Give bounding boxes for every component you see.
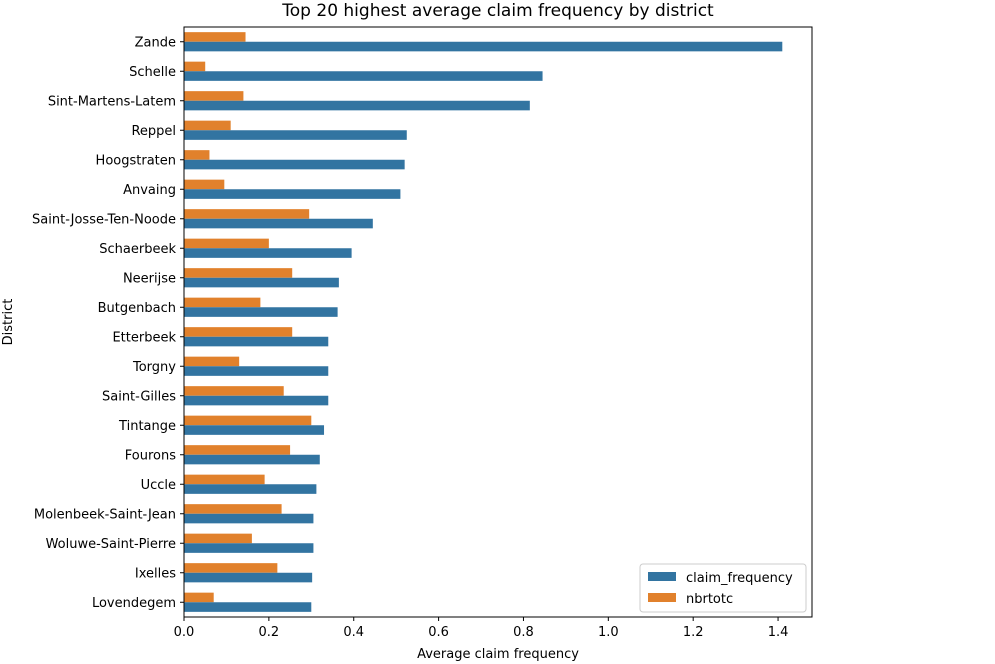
x-tick-label: 1.0 bbox=[598, 625, 619, 640]
plot-frame bbox=[183, 26, 813, 618]
x-tick-label: 0.8 bbox=[513, 625, 534, 640]
bar-claim-frequency-molenbeek-saint-jean bbox=[184, 513, 314, 524]
bar-nbrtotc-torgny bbox=[184, 356, 240, 367]
bar-nbrtotc-saint-gilles bbox=[184, 386, 284, 396]
y-tick-label: Woluwe-Saint-Pierre bbox=[46, 537, 176, 552]
bar-nbrtotc-ixelles bbox=[184, 563, 278, 573]
bar-claim-frequency-fourons bbox=[184, 454, 320, 465]
bar-nbrtotc-schaerbeek bbox=[184, 238, 269, 249]
bar-claim-frequency-uccle bbox=[184, 484, 317, 494]
legend-swatch-nbrtotc bbox=[648, 593, 676, 602]
legend: claim_frequency nbrtotc bbox=[639, 563, 807, 613]
bar-claim-frequency-schelle bbox=[184, 71, 543, 81]
y-tick-label: Neerijse bbox=[123, 271, 176, 286]
y-axis: Zande Schelle Sint-Martens-Latem Reppel Hoog… bbox=[32, 35, 184, 611]
bars-group bbox=[184, 32, 783, 612]
y-axis-label: District bbox=[1, 299, 16, 346]
bar-claim-frequency-neerijse bbox=[184, 277, 339, 288]
y-tick-label: Anvaing bbox=[123, 183, 176, 198]
bar-claim-frequency-reppel bbox=[184, 130, 407, 140]
bar-claim-frequency-woluwe-saint-pierre bbox=[184, 543, 314, 553]
legend-box bbox=[639, 563, 807, 613]
bar-nbrtotc-tintange bbox=[184, 415, 312, 426]
bar-nbrtotc-etterbeek bbox=[184, 327, 293, 337]
bar-claim-frequency-anvaing bbox=[184, 189, 401, 199]
bar-nbrtotc-fourons bbox=[184, 445, 291, 455]
y-tick-label: Schelle bbox=[129, 65, 176, 80]
x-tick-label: 1.2 bbox=[683, 625, 704, 640]
bar-claim-frequency-ixelles bbox=[184, 572, 313, 583]
legend-label-claim-frequency: claim_frequency bbox=[686, 571, 793, 586]
bar-claim-frequency-tintange bbox=[184, 425, 325, 435]
bar-nbrtotc-reppel bbox=[184, 120, 231, 131]
legend-label-nbrtotc: nbrtotc bbox=[686, 592, 733, 607]
y-tick-label: Molenbeek-Saint-Jean bbox=[34, 507, 176, 522]
bar-claim-frequency-butgenbach bbox=[184, 307, 338, 317]
y-tick-label: Saint-Gilles bbox=[102, 389, 176, 404]
bar-nbrtotc-molenbeek-saint-jean bbox=[184, 504, 282, 514]
x-tick-label: 0.4 bbox=[343, 625, 364, 640]
y-tick-label: Reppel bbox=[131, 124, 176, 139]
y-tick-label: Torgny bbox=[132, 360, 176, 375]
y-tick-label: Ixelles bbox=[135, 566, 176, 581]
y-tick-label: Zande bbox=[135, 35, 176, 50]
bar-claim-frequency-torgny bbox=[184, 366, 329, 376]
y-tick-label: Fourons bbox=[125, 448, 176, 463]
bar-claim-frequency-saint-gilles bbox=[184, 395, 329, 406]
legend-swatch-claim-frequency bbox=[648, 572, 676, 581]
bar-claim-frequency-lovendegem bbox=[184, 602, 312, 612]
bar-claim-frequency-saint-josse-ten-noode bbox=[184, 218, 373, 229]
bar-nbrtotc-zande bbox=[184, 32, 246, 42]
x-tick-label: 0.0 bbox=[174, 625, 195, 640]
y-tick-label: Tintange bbox=[118, 419, 176, 434]
y-tick-label: Butgenbach bbox=[98, 301, 176, 316]
bar-claim-frequency-zande bbox=[184, 41, 783, 52]
bar-nbrtotc-neerijse bbox=[184, 268, 293, 278]
x-axis: 0.0 0.2 0.4 0.6 0.8 1.0 1.2 1.4 bbox=[174, 617, 789, 640]
bar-nbrtotc-woluwe-saint-pierre bbox=[184, 533, 252, 544]
bar-claim-frequency-sint-martens-latem bbox=[184, 100, 530, 111]
bar-nbrtotc-uccle bbox=[184, 474, 265, 485]
bar-nbrtotc-anvaing bbox=[184, 179, 225, 190]
chart-title: Top 20 highest average claim frequency b… bbox=[281, 1, 714, 21]
x-axis-label: Average claim frequency bbox=[417, 647, 579, 662]
bar-claim-frequency-schaerbeek bbox=[184, 248, 352, 258]
bar-claim-frequency-etterbeek bbox=[184, 336, 329, 347]
bar-nbrtotc-hoogstraten bbox=[184, 150, 210, 160]
x-tick-label: 0.6 bbox=[428, 625, 449, 640]
y-tick-label: Sint-Martens-Latem bbox=[48, 94, 176, 109]
bar-nbrtotc-saint-josse-ten-noode bbox=[184, 209, 310, 219]
bar-nbrtotc-butgenbach bbox=[184, 297, 261, 308]
bar-claim-frequency-hoogstraten bbox=[184, 159, 405, 170]
bar-nbrtotc-lovendegem bbox=[184, 592, 214, 603]
y-tick-label: Hoogstraten bbox=[96, 153, 176, 168]
bar-nbrtotc-schelle bbox=[184, 61, 206, 72]
y-tick-label: Etterbeek bbox=[112, 330, 176, 345]
y-tick-label: Schaerbeek bbox=[99, 242, 176, 257]
x-tick-label: 1.4 bbox=[768, 625, 789, 640]
y-tick-label: Saint-Josse-Ten-Noode bbox=[32, 212, 176, 227]
bar-nbrtotc-sint-martens-latem bbox=[184, 91, 244, 101]
y-tick-label: Lovendegem bbox=[92, 596, 176, 611]
x-tick-label: 0.2 bbox=[259, 625, 280, 640]
y-tick-label: Uccle bbox=[141, 478, 176, 493]
